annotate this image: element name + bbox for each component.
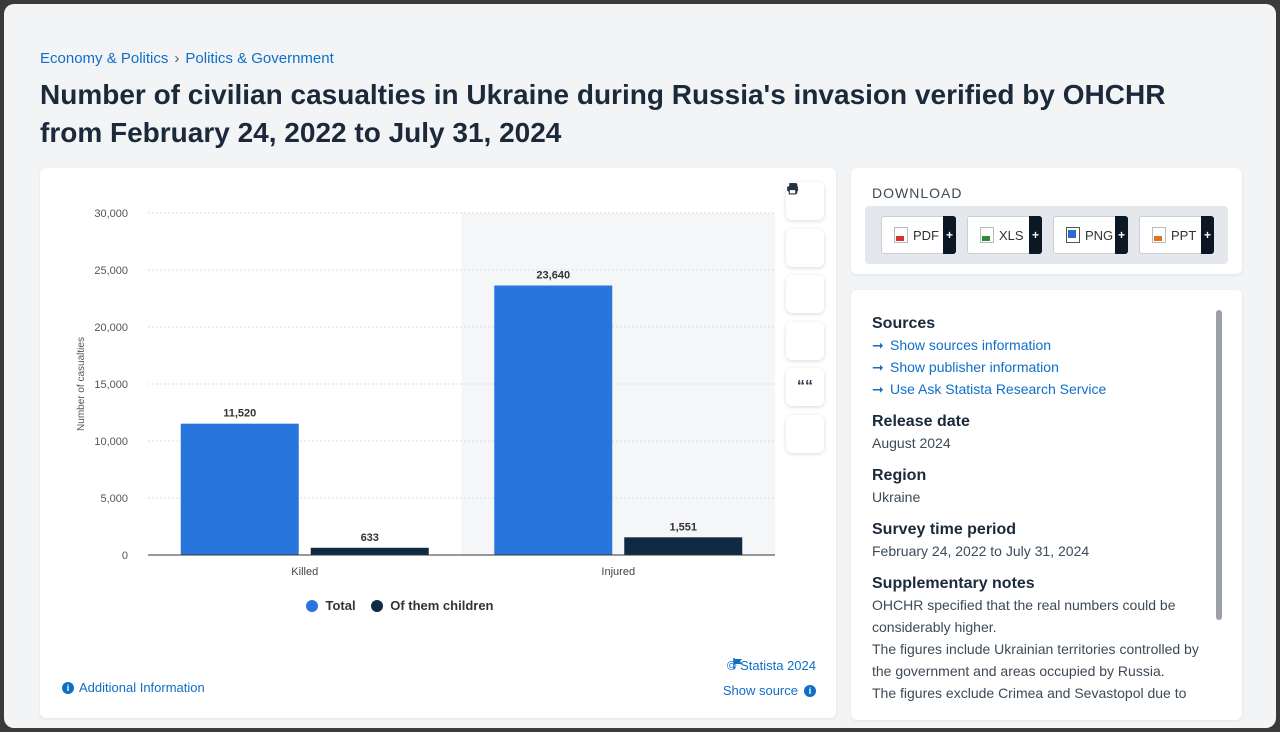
show-publisher-link[interactable]: ➞ Show publisher information xyxy=(872,356,1202,378)
ppt-file-icon xyxy=(1152,227,1166,243)
copyright-link[interactable]: © Statista 2024 xyxy=(727,658,816,673)
supplementary-note: The figures include Ukrainian territorie… xyxy=(872,641,1199,679)
download-ppt-plus[interactable]: + xyxy=(1201,216,1214,254)
print-button[interactable] xyxy=(786,183,824,453)
show-sources-link[interactable]: ➞ Show sources information xyxy=(872,334,1202,356)
x-tick-label: Injured xyxy=(601,566,635,578)
ask-statista-label: Use Ask Statista Research Service xyxy=(890,381,1107,397)
data-label: 1,551 xyxy=(669,521,697,533)
additional-information-label: Additional Information xyxy=(79,680,205,695)
y-tick-label: 5,000 xyxy=(100,493,128,505)
notification-button[interactable] xyxy=(786,183,824,267)
arrow-right-icon: ➞ xyxy=(872,337,884,353)
ask-statista-link[interactable]: ➞ Use Ask Statista Research Service xyxy=(872,378,1202,400)
print-icon xyxy=(787,183,798,195)
survey-period-section: Survey time period February 24, 2022 to … xyxy=(872,520,1202,562)
breadcrumb-item-economy-politics[interactable]: Economy & Politics xyxy=(40,50,169,67)
page: Economy & Politics › Politics & Government… xyxy=(4,4,1276,728)
supplementary-notes-section: Supplementary notes OHCHR specified that… xyxy=(872,574,1202,704)
download-title: DOWNLOAD xyxy=(872,185,963,201)
supplementary-note: OHCHR specified that the real numbers co… xyxy=(872,597,1176,635)
pdf-file-icon xyxy=(894,227,908,243)
bar xyxy=(624,537,743,555)
bar-chart: 0 5,000 10,000 15,000 20,000 25,000 30,000 Numb… xyxy=(76,208,775,578)
download-pdf-plus[interactable]: + xyxy=(943,216,956,254)
y-tick-label: 10,000 xyxy=(94,436,128,448)
share-button[interactable] xyxy=(786,183,824,360)
copyright-label: © Statista 2024 xyxy=(726,658,816,673)
region-value: Ukraine xyxy=(872,489,921,505)
info-icon: i xyxy=(804,684,816,697)
download-card: DOWNLOAD PDF + XLS + PNG + PPT + xyxy=(851,168,1242,274)
bar xyxy=(494,285,613,555)
y-axis-label: Number of casualties xyxy=(76,337,87,431)
download-png-label: PNG xyxy=(1085,227,1114,243)
breadcrumb-item-politics-government[interactable]: Politics & Government xyxy=(185,50,334,67)
region-heading: Region xyxy=(872,467,927,484)
download-png-plus[interactable]: + xyxy=(1115,216,1128,254)
y-tick-label: 25,000 xyxy=(94,265,128,277)
additional-information-link[interactable]: i Additional Information xyxy=(62,680,205,695)
flag-icon xyxy=(733,658,742,669)
y-tick-label: 0 xyxy=(122,550,128,562)
download-xls-plus[interactable]: + xyxy=(1029,216,1042,254)
show-sources-label: Show sources information xyxy=(890,337,1052,353)
download-ppt-button[interactable]: PPT + xyxy=(1139,216,1214,254)
legend-label-total: Total xyxy=(325,598,356,613)
release-date-section: Release date August 2024 xyxy=(872,412,1202,454)
download-xls-button[interactable]: XLS + xyxy=(967,216,1042,254)
sources-card: Sources ➞ Show sources information ➞ Show … xyxy=(851,290,1242,720)
survey-period-value: February 24, 2022 to July 31, 2024 xyxy=(872,543,1090,559)
data-label: 633 xyxy=(361,532,379,544)
png-file-icon xyxy=(1066,227,1080,243)
supplementary-notes-heading: Supplementary notes xyxy=(872,575,1035,592)
download-pdf-button[interactable]: PDF + xyxy=(881,216,956,254)
region-section: Region Ukraine xyxy=(872,466,1202,508)
chart-toolbar: ““ xyxy=(786,182,824,461)
sources-scrollbar[interactable] xyxy=(1216,310,1222,620)
arrow-right-icon: ➞ xyxy=(872,381,884,397)
legend-item-total[interactable]: Total xyxy=(306,598,356,613)
arrow-right-icon: ➞ xyxy=(872,359,884,375)
y-tick-label: 15,000 xyxy=(94,379,128,391)
legend-swatch-total xyxy=(306,599,319,612)
show-source-link[interactable]: Show source i xyxy=(723,683,816,698)
download-png-button[interactable]: PNG + xyxy=(1053,216,1128,254)
chart-legend: Total Of them children xyxy=(40,598,760,615)
download-ppt-label: PPT xyxy=(1171,227,1197,243)
breadcrumb: Economy & Politics › Politics & Government xyxy=(40,50,334,67)
x-tick-label: Killed xyxy=(291,566,318,578)
show-source-label: Show source xyxy=(722,683,798,698)
chart-card: 0 5,000 10,000 15,000 20,000 25,000 30,000 Numb… xyxy=(40,168,836,718)
release-date-value: August 2024 xyxy=(872,435,951,451)
legend-swatch-children xyxy=(371,599,384,612)
supplementary-note: The figures exclude Crimea and Sevastopo… xyxy=(872,685,1187,701)
y-tick-label: 30,000 xyxy=(94,208,128,220)
release-date-heading: Release date xyxy=(872,413,970,430)
info-icon: i xyxy=(62,681,74,694)
bar xyxy=(310,547,429,555)
show-publisher-label: Show publisher information xyxy=(890,359,1059,375)
download-buttons: PDF + XLS + PNG + PPT + xyxy=(865,206,1228,264)
bar xyxy=(180,423,299,555)
quote-icon: ““ xyxy=(797,378,813,395)
sources-content: Sources ➞ Show sources information ➞ Show … xyxy=(872,314,1202,716)
cite-button[interactable]: ““ xyxy=(786,368,824,406)
breadcrumb-separator: › xyxy=(174,50,180,67)
download-xls-label: XLS xyxy=(999,227,1024,243)
xls-file-icon xyxy=(980,227,994,243)
sources-heading: Sources xyxy=(872,315,936,332)
survey-period-heading: Survey time period xyxy=(872,521,1017,538)
y-tick-label: 20,000 xyxy=(94,322,128,334)
legend-item-children[interactable]: Of them children xyxy=(371,598,494,613)
settings-button[interactable] xyxy=(786,183,824,313)
data-label: 11,520 xyxy=(223,408,256,420)
data-label: 23,640 xyxy=(536,270,570,282)
page-title: Number of civilian casualties in Ukraine… xyxy=(40,79,1166,148)
sources-section: Sources ➞ Show sources information ➞ Show … xyxy=(872,314,1202,400)
download-pdf-label: PDF xyxy=(913,227,939,243)
legend-label-children: Of them children xyxy=(390,598,494,613)
